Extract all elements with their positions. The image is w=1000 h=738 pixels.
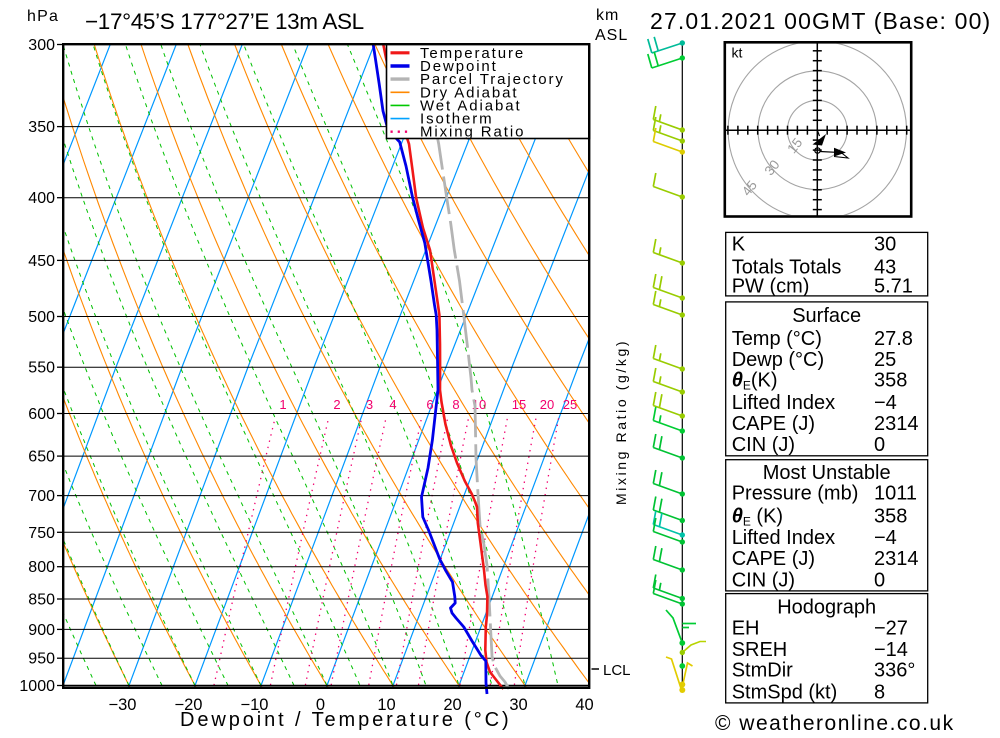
svg-text:Totals Totals: Totals Totals <box>732 257 842 279</box>
svg-text:300: 300 <box>28 37 55 54</box>
svg-text:8: 8 <box>452 397 459 412</box>
svg-text:−20: −20 <box>175 696 203 714</box>
svg-text:5.71: 5.71 <box>874 276 913 298</box>
svg-text:EH: EH <box>732 618 760 640</box>
svg-text:StmDir: StmDir <box>732 660 793 682</box>
svg-text:Mixing Ratio (g/kg): Mixing Ratio (g/kg) <box>613 339 629 505</box>
svg-text:25: 25 <box>874 349 896 371</box>
svg-text:© weatheronline.co.uk: © weatheronline.co.uk <box>715 712 955 733</box>
svg-text:Hodograph: Hodograph <box>777 597 876 619</box>
svg-text:Lifted Index: Lifted Index <box>732 392 835 414</box>
svg-text:900: 900 <box>28 622 55 639</box>
svg-text:15: 15 <box>784 135 805 156</box>
svg-text:2314: 2314 <box>874 413 919 435</box>
svg-text:30: 30 <box>874 234 896 256</box>
svg-text:−27: −27 <box>874 618 908 640</box>
svg-text:CIN (J): CIN (J) <box>732 434 795 456</box>
svg-text:Surface: Surface <box>792 305 861 327</box>
svg-text:500: 500 <box>28 309 55 326</box>
svg-text:CAPE (J): CAPE (J) <box>732 548 815 570</box>
svg-text:Wet Adiabat: Wet Adiabat <box>420 97 522 114</box>
svg-text:Temp (°C): Temp (°C) <box>732 328 822 350</box>
svg-text:Dewpoint / Temperature (°C): Dewpoint / Temperature (°C) <box>180 709 512 731</box>
svg-text:−4: −4 <box>874 527 897 549</box>
svg-text:2: 2 <box>333 397 340 412</box>
svg-text:336°: 336° <box>874 660 915 682</box>
svg-text:2314: 2314 <box>874 548 919 570</box>
svg-text:650: 650 <box>28 449 55 466</box>
svg-text:43: 43 <box>874 257 896 279</box>
svg-text:550: 550 <box>28 360 55 377</box>
svg-text:Lifted Index: Lifted Index <box>732 527 835 549</box>
svg-text:Dewpoint: Dewpoint <box>420 58 498 75</box>
svg-text:−14: −14 <box>874 639 908 661</box>
svg-text:30: 30 <box>509 696 527 714</box>
svg-text:40: 40 <box>575 696 593 714</box>
svg-text:−4: −4 <box>874 392 897 414</box>
svg-text:4: 4 <box>389 397 396 412</box>
svg-text:1000: 1000 <box>19 678 55 695</box>
svg-text:K: K <box>732 234 746 256</box>
svg-text:20: 20 <box>443 696 461 714</box>
svg-text:25: 25 <box>563 397 577 412</box>
svg-text:CIN (J): CIN (J) <box>732 569 795 591</box>
svg-text:27.8: 27.8 <box>874 328 913 350</box>
svg-text:kt: kt <box>732 45 743 61</box>
svg-text:1011: 1011 <box>874 483 917 505</box>
svg-text:hPa: hPa <box>27 8 59 25</box>
svg-text:LCL: LCL <box>603 662 631 679</box>
svg-text:θE (K): θE (K) <box>732 506 783 529</box>
svg-text:km: km <box>596 7 619 24</box>
svg-text:0: 0 <box>874 434 885 456</box>
svg-text:CAPE (J): CAPE (J) <box>732 413 815 435</box>
svg-text:700: 700 <box>28 488 55 505</box>
svg-text:3: 3 <box>366 397 373 412</box>
svg-text:20: 20 <box>540 397 554 412</box>
svg-text:0: 0 <box>874 569 885 591</box>
svg-text:400: 400 <box>28 190 55 207</box>
svg-text:350: 350 <box>28 119 55 136</box>
svg-text:600: 600 <box>28 406 55 423</box>
svg-text:StmSpd (kt): StmSpd (kt) <box>732 681 838 703</box>
svg-text:6: 6 <box>426 397 433 412</box>
svg-text:358: 358 <box>874 506 907 528</box>
svg-text:Most Unstable: Most Unstable <box>763 462 891 484</box>
svg-text:30: 30 <box>762 157 783 178</box>
svg-text:SREH: SREH <box>732 639 788 661</box>
svg-text:800: 800 <box>28 559 55 576</box>
svg-text:−17°45’S 177°27’E 13m ASL: −17°45’S 177°27’E 13m ASL <box>85 9 364 34</box>
svg-text:10: 10 <box>377 696 395 714</box>
svg-text:450: 450 <box>28 253 55 270</box>
svg-text:Mixing Ratio: Mixing Ratio <box>420 124 525 141</box>
svg-text:Dry Adiabat: Dry Adiabat <box>420 84 518 101</box>
svg-text:PW (cm): PW (cm) <box>732 276 810 298</box>
svg-text:−30: −30 <box>109 696 137 714</box>
svg-text:358: 358 <box>874 370 907 392</box>
svg-text:Temperature: Temperature <box>420 45 525 62</box>
svg-text:Dewp (°C): Dewp (°C) <box>732 349 824 371</box>
svg-text:Isotherm: Isotherm <box>420 111 494 128</box>
svg-text:15: 15 <box>512 397 526 412</box>
svg-text:850: 850 <box>28 592 55 609</box>
svg-text:950: 950 <box>28 651 55 668</box>
svg-text:Parcel Trajectory: Parcel Trajectory <box>420 71 565 88</box>
svg-text:8: 8 <box>874 681 885 703</box>
svg-text:ASL: ASL <box>595 27 628 44</box>
svg-text:0: 0 <box>316 696 325 714</box>
svg-text:−10: −10 <box>241 696 269 714</box>
svg-text:27.01.2021 00GMT (Base: 00): 27.01.2021 00GMT (Base: 00) <box>650 8 991 34</box>
svg-text:θE(K): θE(K) <box>732 370 778 393</box>
svg-text:Pressure (mb): Pressure (mb) <box>732 483 859 505</box>
svg-text:45: 45 <box>739 178 760 199</box>
svg-text:1: 1 <box>279 397 286 412</box>
svg-text:750: 750 <box>28 525 55 542</box>
